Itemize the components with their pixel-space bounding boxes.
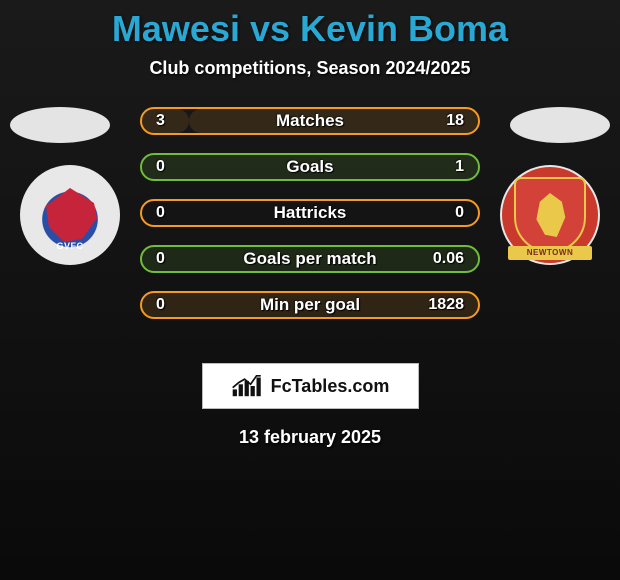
- stat-value-left: 0: [156, 204, 165, 222]
- branding-label: FcTables.com: [271, 376, 390, 397]
- stat-row: 3Matches18: [140, 107, 480, 135]
- rooster-icon: [40, 185, 100, 245]
- shield-icon: [514, 177, 586, 253]
- comparison-card: Mawesi vs Kevin Boma Club competitions, …: [0, 0, 620, 580]
- page-subtitle: Club competitions, Season 2024/2025: [0, 58, 620, 79]
- player-right-marker: [510, 107, 610, 143]
- stat-value-left: 0: [156, 158, 165, 176]
- stat-row: 0Goals per match0.06: [140, 245, 480, 273]
- stat-value-left: 3: [156, 112, 165, 130]
- stat-value-left: 0: [156, 296, 165, 314]
- branding-panel: FcTables.com: [202, 363, 419, 409]
- bar-chart-icon: [231, 374, 265, 398]
- lion-icon: [533, 193, 567, 237]
- comparison-main: GVFC 1875 NEWTOWN 3Matches180Goals10Hatt…: [0, 107, 620, 347]
- page-title: Mawesi vs Kevin Boma: [0, 0, 620, 50]
- team-crest-right: 1875 NEWTOWN: [500, 165, 600, 265]
- stats-rows: 3Matches180Goals10Hattricks00Goals per m…: [140, 107, 480, 337]
- comparison-date: 13 february 2025: [0, 427, 620, 448]
- stat-label: Goals: [142, 157, 478, 177]
- stat-value-right: 1: [455, 158, 464, 176]
- stat-row: 0Goals1: [140, 153, 480, 181]
- stat-value-left: 0: [156, 250, 165, 268]
- stat-value-right: 18: [446, 112, 464, 130]
- stat-value-right: 1828: [428, 296, 464, 314]
- team-left-label: GVFC: [20, 241, 120, 251]
- team-crest-left: GVFC: [20, 165, 120, 265]
- stat-row: 0Min per goal1828: [140, 291, 480, 319]
- team-right-label: NEWTOWN: [508, 246, 592, 260]
- stat-label: Matches: [142, 111, 478, 131]
- stat-row: 0Hattricks0: [140, 199, 480, 227]
- player-left-marker: [10, 107, 110, 143]
- stat-value-right: 0.06: [433, 250, 464, 268]
- stat-label: Hattricks: [142, 203, 478, 223]
- stat-label: Goals per match: [142, 249, 478, 269]
- stat-value-right: 0: [455, 204, 464, 222]
